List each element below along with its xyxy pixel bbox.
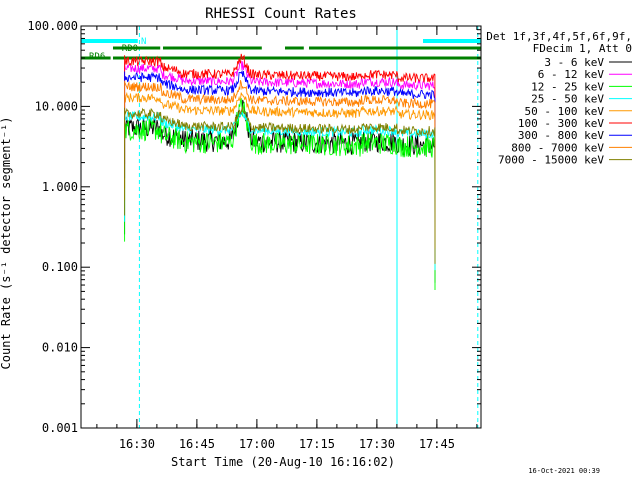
series-line-2 — [124, 97, 436, 291]
legend-header-line-1: Det 1f,3f,4f,5f,6f,9f, — [486, 30, 632, 43]
footer-timestamp: 16-Oct-2021 00:39 — [528, 467, 600, 475]
y-tick-label-0: 0.001 — [42, 421, 78, 435]
series-line-6 — [124, 69, 436, 227]
y-axis-label: Count Rate (s⁻¹ detector segment⁻¹) — [0, 117, 13, 370]
x-tick-label-5: 17:45 — [419, 437, 455, 451]
legend-label-5: 100 - 300 keV — [518, 117, 604, 130]
x-tick-label-0: 16:30 — [119, 437, 155, 451]
y-tick-label-2: 0.100 — [42, 260, 78, 274]
series-line-8 — [124, 106, 436, 264]
state-label-rd6: RD6 — [89, 52, 105, 62]
legend-label-2: 12 - 25 keV — [531, 80, 604, 93]
series-line-4 — [124, 91, 436, 249]
series-line-1 — [124, 60, 436, 219]
legend: Det 1f,3f,4f,5f,6f,9f, FDecim 1, Att 0 3… — [486, 30, 632, 167]
x-tick-label-3: 17:15 — [299, 437, 335, 451]
y-tick-label-4: 10.000 — [35, 99, 78, 113]
x-axis-label: Start Time (20-Aug-10 16:16:02) — [171, 455, 395, 469]
legend-label-0: 3 - 6 keV — [544, 56, 604, 69]
legend-header-line-2: FDecim 1, Att 0 — [533, 42, 632, 55]
legend-label-7: 800 - 7000 keV — [511, 141, 604, 154]
state-label-n: N — [141, 37, 146, 47]
legend-label-3: 25 - 50 keV — [531, 93, 604, 106]
plot-frame: 0.001 0.010 0.100 1.000 10.000 100.000 16:30 16… — [27, 19, 482, 451]
legend-label-1: 6 - 12 keV — [538, 68, 605, 81]
legend-label-6: 300 - 800 keV — [518, 129, 604, 142]
x-tick-label-2: 17:00 — [239, 437, 275, 451]
state-label-rd0: RD0 — [122, 44, 138, 54]
y-tick-label-3: 1.000 — [42, 180, 78, 194]
series-line-7 — [124, 80, 436, 237]
y-tick-label-5: 100.000 — [27, 19, 78, 33]
x-tick-label-1: 16:45 — [179, 437, 215, 451]
y-tick-label-1: 0.010 — [42, 341, 78, 355]
series-line-5 — [124, 53, 436, 213]
legend-label-4: 50 - 100 keV — [525, 105, 605, 118]
legend-label-8: 7000 - 15000 keV — [498, 154, 604, 167]
chart-title: RHESSI Count Rates — [205, 6, 357, 22]
plot-border — [80, 25, 482, 429]
x-tick-label-4: 17:30 — [359, 437, 395, 451]
